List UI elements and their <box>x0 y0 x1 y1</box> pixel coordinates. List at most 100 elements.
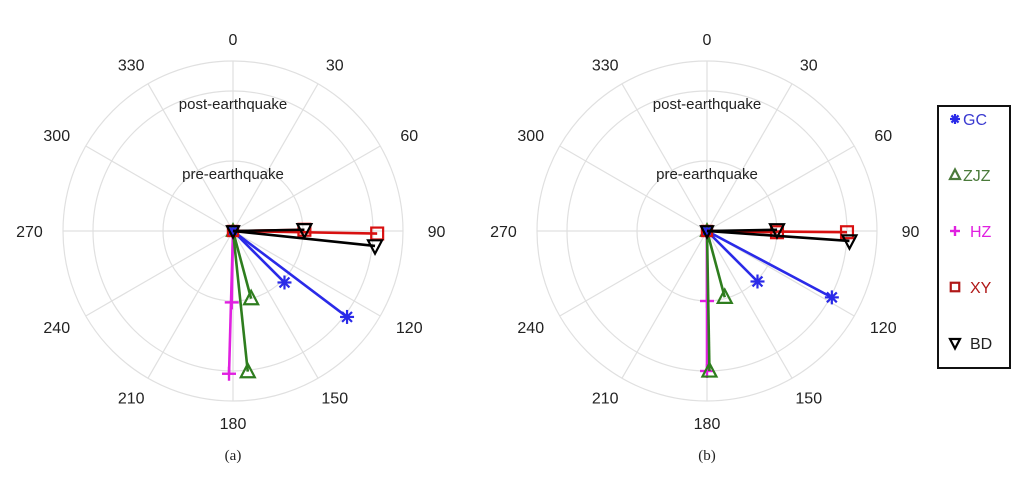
grid-spoke <box>85 230 234 317</box>
theta-tick-label: 60 <box>874 128 892 145</box>
theta-tick-label: 180 <box>694 416 721 433</box>
series-bd <box>225 223 384 256</box>
grid-spoke <box>85 145 234 232</box>
triangle-down-marker <box>295 223 314 240</box>
theta-tick-label: 90 <box>902 224 920 241</box>
data-point-pre <box>295 223 314 240</box>
data-point-pre <box>277 275 292 290</box>
asterisk-marker <box>340 309 355 324</box>
data-point-pre <box>224 295 239 310</box>
theta-tick-label: 300 <box>43 128 70 145</box>
theta-tick-label: 120 <box>870 320 897 337</box>
series-line <box>705 230 727 298</box>
ring-label: post-earthquake <box>653 96 761 113</box>
asterisk-stroke <box>950 114 960 124</box>
series-line <box>232 229 348 318</box>
data-point-post <box>238 361 257 379</box>
polar-plot-a: 0 30 60 90 120 150 180 210 240 270 300 330 pre-earth… <box>16 32 445 464</box>
grid-spoke <box>232 145 381 232</box>
theta-tick-label: 60 <box>400 128 418 145</box>
legend: GC ZJZ HZ XY BD <box>937 105 1011 369</box>
legend-label: BD <box>970 336 992 353</box>
data-point-post <box>824 290 839 305</box>
ring-label: post-earthquake <box>179 96 287 113</box>
data-point-pre <box>715 287 734 304</box>
legend-label: ZJZ <box>963 168 991 185</box>
theta-tick-label: 150 <box>321 390 348 407</box>
grid-spoke <box>232 230 319 379</box>
series-gc <box>701 225 839 305</box>
triangle-down-marker <box>699 225 715 240</box>
subplot-caption: (b) <box>698 448 716 464</box>
legend-item-gc: GC <box>950 112 987 129</box>
series-line <box>231 230 250 372</box>
data-point-post <box>700 360 719 378</box>
series-line <box>232 228 305 233</box>
data-point-post <box>366 239 384 256</box>
subplot-caption: (a) <box>225 448 242 464</box>
triangle-down-marker <box>366 239 384 256</box>
series-line <box>231 230 253 299</box>
ring-label: pre-earthquake <box>656 166 758 183</box>
square-marker <box>949 281 961 293</box>
square-marker <box>839 225 855 240</box>
polar-plot-b: 0 30 60 90 120 150 180 210 240 270 300 330 pre-earth… <box>490 32 919 464</box>
theta-tick-label: 0 <box>703 32 712 49</box>
legend-item-bd: BD <box>948 336 992 353</box>
theta-tick-label: 240 <box>43 320 70 337</box>
series-line <box>706 230 759 283</box>
theta-tick-label: 240 <box>517 320 544 337</box>
asterisk-stroke <box>341 311 353 323</box>
series-hz <box>222 225 239 381</box>
series-line <box>706 229 833 299</box>
series-line <box>705 230 711 372</box>
theta-tick-label: 30 <box>800 58 818 75</box>
series-bd <box>699 223 859 252</box>
grid-spoke <box>147 83 234 232</box>
asterisk-marker <box>750 274 765 289</box>
asterisk-marker <box>277 275 292 290</box>
asterisk-marker <box>950 114 960 124</box>
grid-spoke <box>232 230 381 317</box>
theta-tick-label: 120 <box>396 320 423 337</box>
legend-item-xy: XY <box>949 280 992 297</box>
grid-spoke <box>706 230 793 379</box>
data-point-post <box>840 234 859 252</box>
data-point-pre <box>750 274 765 289</box>
plus-marker <box>222 366 237 381</box>
theta-tick-label: 150 <box>795 390 822 407</box>
asterisk-marker <box>824 290 839 305</box>
triangle-up-marker <box>238 361 257 379</box>
theta-tick-label: 210 <box>118 390 145 407</box>
triangle-up-marker <box>715 287 734 304</box>
data-point-pre <box>768 223 786 240</box>
asterisk-stroke <box>826 291 838 304</box>
legend-box <box>937 105 1011 369</box>
grid-spoke <box>559 230 708 317</box>
triangle-down-marker <box>948 337 962 351</box>
data-point-post <box>340 309 355 324</box>
asterisk-stroke <box>278 276 291 289</box>
data-point-pre <box>242 288 260 306</box>
legend-label: XY <box>970 280 992 297</box>
theta-tick-label: 90 <box>428 224 446 241</box>
grid-spoke <box>706 83 793 232</box>
asterisk-stroke <box>751 275 764 288</box>
triangle-up-marker <box>242 288 260 306</box>
grid-spoke <box>232 83 319 232</box>
grid-spoke <box>559 145 708 232</box>
theta-tick-label: 330 <box>118 58 145 75</box>
legend-item-hz: HZ <box>950 224 992 241</box>
triangle-up-marker <box>948 167 962 181</box>
theta-tick-label: 0 <box>229 32 238 49</box>
triangle-down-marker <box>225 225 241 240</box>
grid-spoke <box>706 145 855 232</box>
data-point-post <box>839 225 855 240</box>
series-line <box>232 230 286 284</box>
series-gc <box>227 225 355 324</box>
theta-tick-label: 300 <box>517 128 544 145</box>
triangle-up-marker <box>700 360 719 378</box>
grid-spoke <box>621 230 708 379</box>
theta-tick-label: 180 <box>220 416 247 433</box>
